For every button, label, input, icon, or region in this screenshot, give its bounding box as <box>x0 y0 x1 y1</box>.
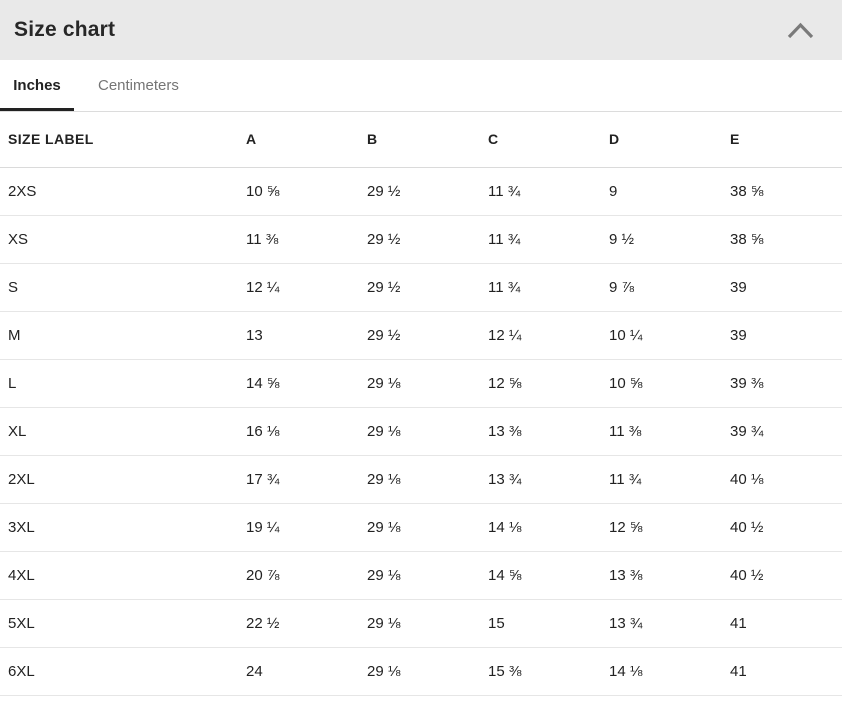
measurement-cell: 29 ⅛ <box>359 551 480 600</box>
measurement-cell: 29 ⅛ <box>359 359 480 408</box>
column-header-d: D <box>601 112 722 168</box>
measurement-cell: 29 ½ <box>359 167 480 216</box>
measurement-cell: 29 ⅛ <box>359 407 480 456</box>
measurement-cell: 41 <box>722 599 842 648</box>
measurement-cell: 29 ⅛ <box>359 599 480 648</box>
measurement-cell: 13 ⅜ <box>480 407 601 456</box>
table-row: 2XS 10 ⅝ 29 ½ 11 ¾ 9 38 ⅝ <box>0 167 842 216</box>
measurement-cell: 9 ⅞ <box>601 263 722 312</box>
measurement-cell: 15 ⅜ <box>480 647 601 696</box>
size-chart-table: SIZE LABEL A B C D E 2XS 10 ⅝ 29 ½ 11 ¾ 9 38 … <box>0 112 842 696</box>
measurement-cell: 40 ⅛ <box>722 455 842 504</box>
measurement-cell: 39 ⅜ <box>722 359 842 408</box>
measurement-cell: 12 ⅝ <box>601 503 722 552</box>
measurement-cell: 29 ½ <box>359 311 480 360</box>
measurement-cell: 11 ¾ <box>480 215 601 264</box>
measurement-cell: 10 ⅝ <box>238 167 359 216</box>
measurement-cell: 11 ¾ <box>480 263 601 312</box>
units-tab-bar: Inches Centimeters <box>0 60 842 112</box>
table-header-row: SIZE LABEL A B C D E <box>0 112 842 168</box>
measurement-cell: 29 ½ <box>359 263 480 312</box>
size-label-cell: M <box>0 311 238 360</box>
collapse-panel-button[interactable] <box>787 22 814 39</box>
measurement-cell: 15 <box>480 599 601 648</box>
measurement-cell: 29 ⅛ <box>359 455 480 504</box>
page-title: Size chart <box>14 18 116 41</box>
measurement-cell: 40 ½ <box>722 503 842 552</box>
measurement-cell: 38 ⅝ <box>722 167 842 216</box>
size-label-cell: S <box>0 263 238 312</box>
measurement-cell: 38 ⅝ <box>722 215 842 264</box>
measurement-cell: 17 ¾ <box>238 455 359 504</box>
measurement-cell: 14 ⅝ <box>238 359 359 408</box>
table-row: 2XL 17 ¾ 29 ⅛ 13 ¾ 11 ¾ 40 ⅛ <box>0 455 842 504</box>
tab-inches[interactable]: Inches <box>0 60 74 111</box>
size-label-cell: XS <box>0 215 238 264</box>
measurement-cell: 11 ¾ <box>601 455 722 504</box>
measurement-cell: 13 <box>238 311 359 360</box>
size-label-cell: 2XS <box>0 167 238 216</box>
measurement-cell: 14 ⅛ <box>480 503 601 552</box>
measurement-cell: 40 ½ <box>722 551 842 600</box>
column-header-a: A <box>238 112 359 168</box>
size-label-cell: 6XL <box>0 647 238 696</box>
column-header-c: C <box>480 112 601 168</box>
measurement-cell: 29 ⅛ <box>359 647 480 696</box>
measurement-cell: 13 ⅜ <box>601 551 722 600</box>
size-label-cell: XL <box>0 407 238 456</box>
size-label-cell: 2XL <box>0 455 238 504</box>
table-row: L 14 ⅝ 29 ⅛ 12 ⅝ 10 ⅝ 39 ⅜ <box>0 359 842 408</box>
measurement-cell: 10 ⅝ <box>601 359 722 408</box>
tab-centimeters[interactable]: Centimeters <box>98 77 179 94</box>
column-header-size-label: SIZE LABEL <box>0 112 238 168</box>
measurement-cell: 9 <box>601 167 722 216</box>
chevron-up-icon <box>787 22 814 39</box>
measurement-cell: 10 ¼ <box>601 311 722 360</box>
size-chart-header: Size chart <box>0 0 842 60</box>
table-row: 4XL 20 ⅞ 29 ⅛ 14 ⅝ 13 ⅜ 40 ½ <box>0 551 842 600</box>
table-row: 6XL 24 29 ⅛ 15 ⅜ 14 ⅛ 41 <box>0 647 842 696</box>
column-header-b: B <box>359 112 480 168</box>
measurement-cell: 19 ¼ <box>238 503 359 552</box>
measurement-cell: 16 ⅛ <box>238 407 359 456</box>
measurement-cell: 12 ⅝ <box>480 359 601 408</box>
measurement-cell: 39 <box>722 263 842 312</box>
measurement-cell: 29 ⅛ <box>359 503 480 552</box>
measurement-cell: 13 ¾ <box>480 455 601 504</box>
measurement-cell: 29 ½ <box>359 215 480 264</box>
column-header-e: E <box>722 112 842 168</box>
table-row: 5XL 22 ½ 29 ⅛ 15 13 ¾ 41 <box>0 599 842 648</box>
measurement-cell: 11 ¾ <box>480 167 601 216</box>
measurement-cell: 12 ¼ <box>238 263 359 312</box>
measurement-cell: 12 ¼ <box>480 311 601 360</box>
measurement-cell: 39 <box>722 311 842 360</box>
size-label-cell: 5XL <box>0 599 238 648</box>
measurement-cell: 39 ¾ <box>722 407 842 456</box>
measurement-cell: 24 <box>238 647 359 696</box>
table-row: XL 16 ⅛ 29 ⅛ 13 ⅜ 11 ⅜ 39 ¾ <box>0 407 842 456</box>
size-label-cell: L <box>0 359 238 408</box>
table-row: 3XL 19 ¼ 29 ⅛ 14 ⅛ 12 ⅝ 40 ½ <box>0 503 842 552</box>
size-label-cell: 4XL <box>0 551 238 600</box>
measurement-cell: 9 ½ <box>601 215 722 264</box>
measurement-cell: 13 ¾ <box>601 599 722 648</box>
measurement-cell: 14 ⅛ <box>601 647 722 696</box>
size-label-cell: 3XL <box>0 503 238 552</box>
measurement-cell: 22 ½ <box>238 599 359 648</box>
measurement-cell: 11 ⅜ <box>601 407 722 456</box>
measurement-cell: 41 <box>722 647 842 696</box>
measurement-cell: 14 ⅝ <box>480 551 601 600</box>
table-row: M 13 29 ½ 12 ¼ 10 ¼ 39 <box>0 311 842 360</box>
measurement-cell: 11 ⅜ <box>238 215 359 264</box>
measurement-cell: 20 ⅞ <box>238 551 359 600</box>
